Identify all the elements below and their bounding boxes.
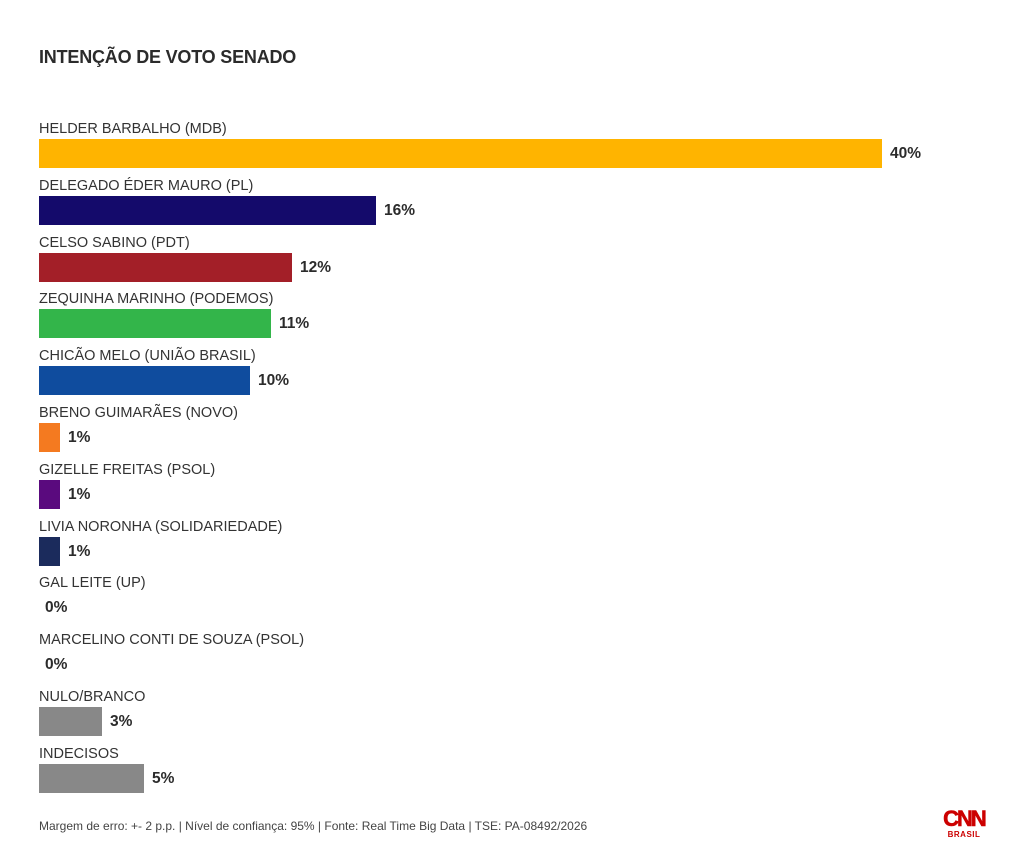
- bar-value-label: 1%: [68, 542, 91, 560]
- bar-row: GAL LEITE (UP) 0%: [39, 574, 999, 631]
- chart-title: INTENÇÃO DE VOTO SENADO: [39, 47, 297, 67]
- logo-subtitle: BRASIL: [947, 830, 981, 839]
- bar-value-label: 5%: [152, 769, 175, 787]
- bar-category-label: CELSO SABINO (PDT): [39, 234, 190, 251]
- bar-category-label: GIZELLE FREITAS (PSOL): [39, 461, 216, 478]
- bar-row: DELEGADO ÉDER MAURO (PL) 16%: [39, 177, 999, 234]
- bar-row: MARCELINO CONTI DE SOUZA (PSOL) 0%: [39, 631, 999, 688]
- bar: [39, 139, 882, 168]
- bar: [39, 536, 60, 566]
- logo-wordmark: CNN: [943, 806, 987, 831]
- bar-row: GIZELLE FREITAS (PSOL) 1%: [39, 461, 999, 518]
- bar-value-label: 11%: [279, 315, 310, 333]
- bar-row: ZEQUINHA MARINHO (PODEMOS) 11%: [39, 290, 999, 347]
- bar-category-label: BRENO GUIMARÃES (NOVO): [39, 405, 238, 421]
- bar: [39, 479, 60, 509]
- bar-row: NULO/BRANCO 3%: [39, 688, 999, 745]
- bar-value-label: 1%: [68, 485, 91, 503]
- bar-category-label: GAL LEITE (UP): [39, 575, 146, 592]
- bar-category-label: NULO/BRANCO: [39, 689, 146, 705]
- bar-category-label: HELDER BARBALHO (MDB): [39, 121, 227, 137]
- bar-row: CHICÃO MELO (UNIÃO BRASIL) 10%: [39, 347, 999, 404]
- bar-value-label: 0%: [45, 656, 68, 674]
- bar-row: INDECISOS 5%: [39, 745, 999, 802]
- bar-row: LIVIA NORONHA (SOLIDARIEDADE) 1%: [39, 518, 999, 575]
- bar-category-label: DELEGADO ÉDER MAURO (PL): [39, 177, 254, 194]
- bar-row: CELSO SABINO (PDT) 12%: [39, 234, 999, 291]
- bar-value-label: 1%: [68, 429, 91, 446]
- bar: [39, 707, 102, 736]
- bar: [39, 366, 250, 396]
- bar-value-label: 40%: [890, 145, 922, 162]
- footer-note: Margem de erro: +- 2 p.p. | Nível de con…: [39, 819, 588, 833]
- bar-row: HELDER BARBALHO (MDB) 40%: [39, 120, 999, 177]
- bar-value-label: 10%: [258, 372, 290, 390]
- bar-value-label: 0%: [45, 599, 68, 617]
- bar-category-label: INDECISOS: [39, 745, 119, 762]
- cnn-brasil-logo: CNN BRASIL: [940, 806, 988, 842]
- bar: [39, 309, 271, 339]
- bar-value-label: 3%: [110, 713, 133, 730]
- bar-category-label: ZEQUINHA MARINHO (PODEMOS): [39, 291, 274, 308]
- bar-value-label: 12%: [300, 258, 332, 276]
- bar: [39, 423, 60, 452]
- bar: [39, 195, 376, 225]
- bar-value-label: 16%: [384, 201, 416, 219]
- bar: [39, 252, 292, 282]
- bar: [39, 763, 144, 793]
- bar-category-label: LIVIA NORONHA (SOLIDARIEDADE): [39, 518, 283, 535]
- bar-row: BRENO GUIMARÃES (NOVO) 1%: [39, 404, 999, 461]
- bar-category-label: CHICÃO MELO (UNIÃO BRASIL): [39, 348, 256, 365]
- bar-category-label: MARCELINO CONTI DE SOUZA (PSOL): [39, 632, 305, 649]
